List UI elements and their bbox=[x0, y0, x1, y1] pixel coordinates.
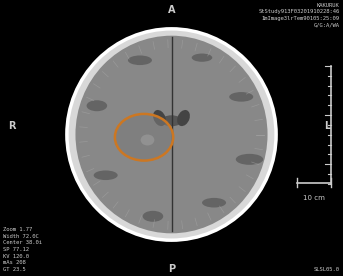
Text: R: R bbox=[8, 121, 16, 131]
Text: Zoom 1.77
Width 72.0C
Center 38.0i
SP 77.12
KV 120.0
mAs 208
GT 23.5: Zoom 1.77 Width 72.0C Center 38.0i SP 77… bbox=[3, 227, 43, 272]
Ellipse shape bbox=[192, 54, 212, 62]
Ellipse shape bbox=[202, 198, 226, 208]
Ellipse shape bbox=[94, 171, 118, 180]
Ellipse shape bbox=[128, 55, 152, 65]
Ellipse shape bbox=[143, 211, 163, 222]
Text: L: L bbox=[324, 121, 331, 131]
Text: SLSL05.0: SLSL05.0 bbox=[314, 267, 340, 272]
Ellipse shape bbox=[75, 36, 268, 233]
Ellipse shape bbox=[236, 154, 263, 165]
Text: KAKURUK
StStudy913F03201910228:46
ImImage3lrTem90105:25:09
G/G:A/WA: KAKURUK StStudy913F03201910228:46 ImImag… bbox=[258, 3, 340, 28]
Ellipse shape bbox=[153, 110, 166, 126]
Ellipse shape bbox=[115, 114, 173, 161]
Ellipse shape bbox=[229, 92, 253, 102]
Ellipse shape bbox=[161, 115, 182, 126]
Text: A: A bbox=[168, 6, 175, 15]
Text: 10 cm: 10 cm bbox=[303, 195, 325, 201]
Ellipse shape bbox=[67, 29, 276, 240]
Ellipse shape bbox=[86, 100, 107, 111]
Text: P: P bbox=[168, 264, 175, 274]
Ellipse shape bbox=[177, 110, 190, 126]
Ellipse shape bbox=[141, 134, 154, 145]
